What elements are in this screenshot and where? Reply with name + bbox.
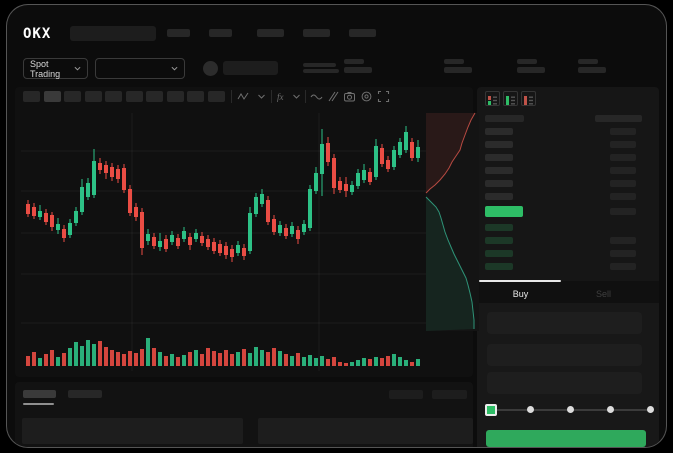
nav-item[interactable]: [167, 29, 190, 37]
timeframe-button[interactable]: [166, 91, 184, 102]
okx-logo[interactable]: OKX: [23, 26, 52, 42]
trading-pair-selector[interactable]: [95, 58, 185, 79]
panel-tab-active[interactable]: [23, 390, 56, 398]
ask-price-bar: [485, 167, 513, 174]
timeframe-button[interactable]: [64, 91, 81, 102]
coin-avatar: [203, 61, 218, 76]
panel-action-button[interactable]: [389, 390, 423, 399]
ask-price-bar: [485, 180, 513, 187]
line-type-icon[interactable]: [310, 90, 323, 103]
ticker-stat: [578, 67, 606, 73]
device-frame: OKX Spot Trading fx: [6, 4, 667, 448]
chart-panel: [15, 87, 473, 377]
slider-stop[interactable]: [606, 406, 614, 413]
settings-gear-icon[interactable]: [360, 90, 373, 103]
toolbar-divider: [305, 90, 306, 103]
tab-buy[interactable]: Buy: [512, 289, 529, 299]
tab-sell[interactable]: Sell: [595, 289, 611, 299]
toolbar-divider: [271, 90, 272, 103]
slider-stop[interactable]: [646, 406, 654, 413]
orderbook-amount-bar: [610, 154, 636, 161]
snapshot-camera-icon[interactable]: [343, 90, 356, 103]
timeframe-button[interactable]: [187, 91, 204, 102]
chevron-down-icon[interactable]: [257, 92, 266, 101]
slider-stop[interactable]: [526, 406, 534, 413]
panel-action-button[interactable]: [432, 390, 467, 399]
chart-style-icon[interactable]: [237, 90, 250, 103]
slider-stop[interactable]: [566, 406, 574, 413]
timeframe-button[interactable]: [207, 91, 225, 102]
orderbook-header-label: [595, 115, 642, 122]
bid-price-bar: [485, 250, 513, 257]
ticker-stat: [517, 59, 537, 64]
ticker-stat: [444, 59, 464, 64]
compare-icon[interactable]: [326, 90, 339, 103]
orderbook-amount-bar: [610, 180, 636, 187]
ask-price-bar: [485, 193, 513, 200]
market-type-label: Spot Trading: [30, 58, 61, 79]
ticker-stat: [344, 59, 364, 64]
book-buy-icon[interactable]: [503, 91, 518, 106]
orderbook-amount-bar: [610, 141, 636, 148]
timeframe-button-active[interactable]: [43, 91, 61, 102]
timeframe-button[interactable]: [125, 91, 143, 102]
timeframe-button[interactable]: [23, 91, 40, 102]
orderbook-amount-bar: [610, 237, 636, 244]
orderbook-amount-bar: [610, 250, 636, 257]
book-sell-icon[interactable]: [521, 91, 536, 106]
slider-handle[interactable]: [485, 404, 497, 416]
price-chart[interactable]: [6, 4, 667, 448]
orderbook-amount-bar: [610, 128, 636, 135]
buy-submit-button[interactable]: [486, 430, 646, 447]
ask-price-bar: [485, 154, 513, 161]
orderbook-amount-bar: [610, 193, 636, 200]
panel-content-block: [22, 418, 243, 444]
order-input[interactable]: [487, 312, 642, 334]
order-input[interactable]: [487, 344, 642, 366]
nav-item[interactable]: [209, 29, 232, 37]
orderbook-amount-bar: [610, 263, 636, 270]
ticker-stat: [444, 67, 472, 73]
indicators-fx-icon[interactable]: fx: [276, 90, 289, 103]
ask-price-bar: [485, 128, 513, 135]
account-chip[interactable]: [223, 61, 278, 75]
menu-lines[interactable]: [303, 69, 339, 73]
svg-text:fx: fx: [277, 92, 284, 102]
chevron-down-icon: [74, 66, 81, 71]
mid-price-badge[interactable]: [485, 206, 523, 217]
global-search[interactable]: [70, 26, 156, 41]
nav-item[interactable]: [257, 29, 284, 37]
ask-price-bar: [485, 141, 513, 148]
timeframe-button[interactable]: [105, 91, 122, 102]
menu-lines[interactable]: [303, 63, 336, 67]
ticker-stat: [344, 67, 372, 73]
buy-tab-indicator: [479, 280, 561, 282]
chevron-down-icon: [171, 66, 178, 71]
toolbar-divider: [231, 90, 232, 103]
active-tab-underline: [23, 403, 54, 405]
book-all-icon[interactable]: [485, 91, 500, 106]
orderbook-amount-bar: [610, 208, 636, 215]
market-type-selector[interactable]: Spot Trading: [23, 58, 88, 79]
fullscreen-icon[interactable]: [377, 90, 390, 103]
panel-tab[interactable]: [68, 390, 102, 398]
ticker-stat: [517, 67, 545, 73]
orderbook-amount-bar: [610, 167, 636, 174]
timeframe-button[interactable]: [146, 91, 163, 102]
timeframe-button[interactable]: [84, 91, 102, 102]
orderbook-header-label: [485, 115, 524, 122]
bid-price-bar: [485, 237, 513, 244]
bid-price-bar: [485, 263, 513, 270]
ticker-stat: [578, 59, 598, 64]
nav-item[interactable]: [349, 29, 376, 37]
nav-item[interactable]: [303, 29, 330, 37]
chevron-down-icon[interactable]: [292, 92, 301, 101]
trade-tab-row: [477, 281, 659, 303]
order-input[interactable]: [487, 372, 642, 394]
bid-price-bar: [485, 224, 513, 231]
panel-content-block: [258, 418, 473, 444]
